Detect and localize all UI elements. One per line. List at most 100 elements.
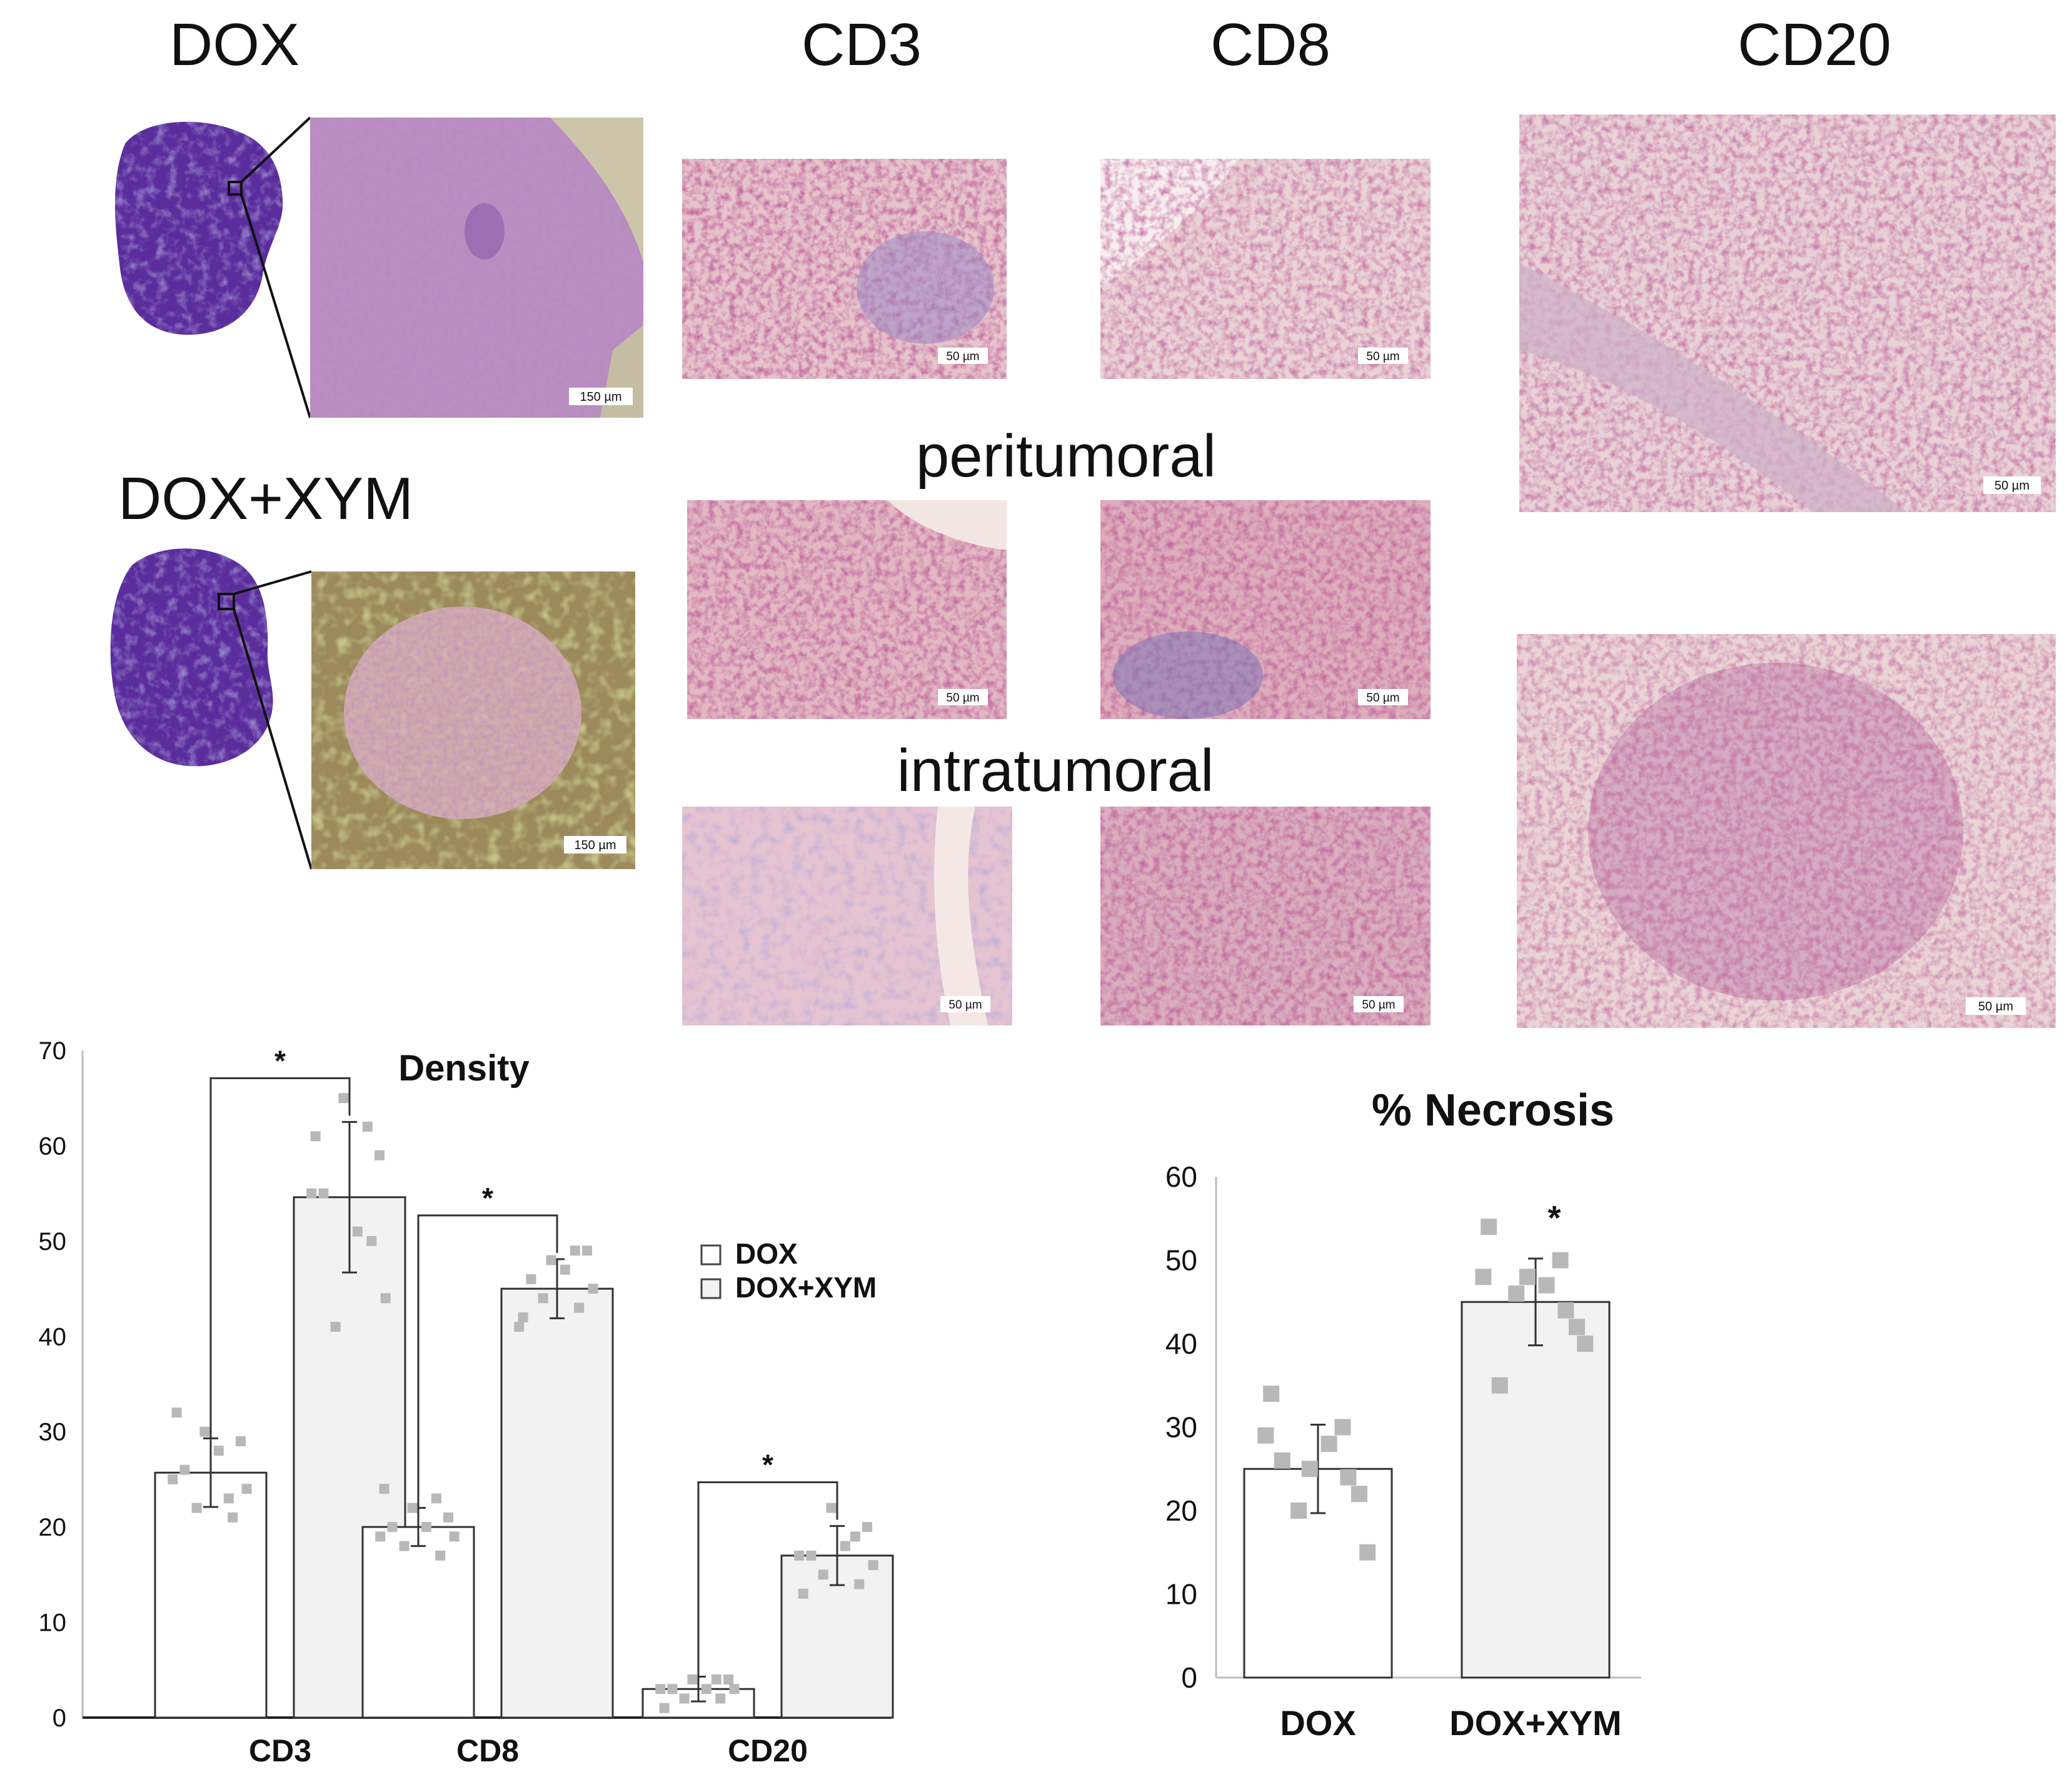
density-x-label: CD8 [456,1733,519,1768]
panel-label-cd20: CD20 [1738,11,1891,78]
density-data-point [449,1531,460,1542]
density-legend: DOX DOX+XYM [700,1237,877,1304]
density-data-point [168,1474,178,1484]
density-chart-title: Density [398,1048,530,1089]
scale-bar-label: 50 µm [946,692,979,705]
density-data-point [306,1188,317,1199]
density-y-tick-label: 10 [39,1609,67,1637]
necrosis-x-label: DOX+XYM [1449,1703,1621,1743]
density-data-point [687,1674,698,1685]
density-significance-star: * [482,1182,493,1214]
necrosis-data-point [1340,1469,1357,1486]
necrosis-data-point [1290,1503,1307,1519]
density-significance-bracket [417,1214,558,1508]
density-x-label: CD3 [249,1733,311,1768]
necrosis-data-point [1274,1452,1290,1469]
density-data-point [711,1674,722,1685]
necrosis-data-point [1475,1269,1492,1286]
density-significance-star: * [274,1044,286,1077]
micrograph-cd3-intratumoral: 50 µm [682,807,1012,1025]
density-significance-brackets: * * * [209,1044,838,1677]
necrosis-significance-star: * [1547,1199,1561,1237]
necrosis-error-bars [1310,1257,1543,1514]
density-data-point [241,1484,252,1494]
density-data-point [435,1550,446,1561]
necrosis-chart-title: % Necrosis [1372,1085,1614,1135]
micrograph-he-dox: 150 µm [310,118,643,418]
necrosis-y-ticks: 0 10 20 30 40 50 60 [1165,1160,1197,1694]
density-data-point [330,1322,341,1332]
micrograph-cd8-intratumoral: 50 µm [1100,807,1431,1025]
density-bars [154,1196,894,1719]
necrosis-data-point [1508,1285,1525,1302]
legend-label-dox-xym: DOX+XYM [735,1271,877,1304]
region-label-intratumoral: intratumoral [897,737,1214,804]
necrosis-data-point [1538,1277,1555,1294]
density-y-tick-label: 70 [39,1037,67,1065]
density-data-point [352,1226,363,1237]
density-chart: Density 0 10 20 30 40 50 60 70 * * * CD3 CD8 CD20 D… [39,1037,894,1768]
density-data-point [213,1446,224,1456]
density-data-point [191,1503,202,1513]
zoom-lines-dox [240,116,311,418]
density-data-point [826,1503,837,1513]
density-data-point [588,1284,598,1294]
scale-bar-label: 150 µm [574,838,616,852]
scale-bar-label: 50 µm [1978,1000,2013,1014]
density-data-point [366,1236,377,1246]
density-data-point [818,1569,828,1580]
density-x-labels: CD3 CD8 CD20 [249,1733,808,1768]
density-data-point [538,1293,548,1304]
density-bar [500,1287,614,1719]
density-data-point [868,1560,878,1571]
micrograph-he-dox-xym: 150 µm [311,571,635,869]
micrograph-cd8-dox: 50 µm [1100,159,1431,379]
necrosis-data-point [1491,1377,1508,1394]
density-y-tick-label: 30 [39,1419,67,1446]
density-data-point [375,1150,385,1160]
scale-bar-label: 50 µm [946,350,979,363]
scale-bar-label: 50 µm [1366,692,1399,705]
density-data-point [228,1512,238,1523]
necrosis-bar [1461,1301,1611,1679]
scale-bar-label: 50 µm [948,999,982,1012]
density-data-point [850,1531,860,1542]
micrograph-cd3-dox: 50 µm [682,159,1007,379]
density-data-points [168,1093,878,1713]
density-data-point [806,1550,817,1561]
density-y-tick-label: 20 [39,1514,67,1541]
density-data-point [375,1531,386,1542]
tumor-section-dox [114,121,283,335]
necrosis-x-label: DOX [1280,1703,1355,1743]
micrograph-cd8-peritumoral: 50 µm [1100,500,1431,719]
density-y-tick-label: 0 [53,1704,66,1732]
density-data-point [715,1693,726,1704]
necrosis-significance: * [1547,1199,1561,1237]
density-data-point [362,1121,373,1132]
necrosis-data-point [1519,1269,1536,1286]
panel-label-dox: DOX [169,11,299,78]
necrosis-data-point [1481,1219,1497,1236]
density-y-tick-label: 60 [39,1132,67,1160]
necrosis-data-point [1552,1252,1569,1269]
density-data-point [582,1246,592,1256]
density-data-point [310,1131,321,1142]
density-data-point [659,1703,670,1713]
necrosis-data-point [1320,1436,1337,1452]
necrosis-data-point [1577,1336,1594,1352]
density-data-point [840,1541,850,1551]
scale-bar-label: 150 µm [580,390,621,404]
density-data-point [655,1684,666,1694]
density-data-point [854,1579,865,1589]
density-data-point [518,1312,528,1322]
density-bar [154,1471,268,1719]
necrosis-y-tick-label: 30 [1165,1411,1197,1444]
tumor-section-dox-xym [110,548,273,767]
scale-bar-label: 50 µm [1994,479,2029,493]
panel-label-cd8: CD8 [1210,11,1330,78]
density-significance-star: * [762,1449,773,1481]
necrosis-data-point [1569,1319,1585,1336]
density-data-point [701,1684,712,1694]
density-data-point [546,1255,556,1266]
